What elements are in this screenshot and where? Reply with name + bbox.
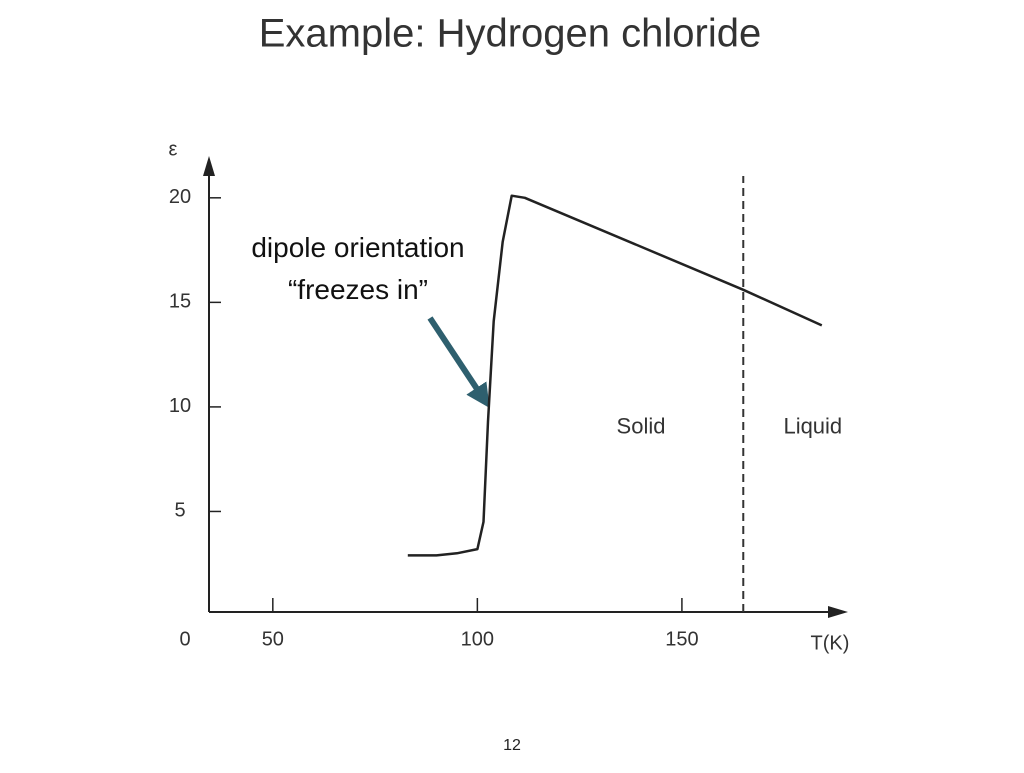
- y-tick-label: 15: [169, 291, 191, 313]
- y-tick-label: 10: [169, 395, 191, 417]
- annotation: dipole orientation “freezes in”: [251, 232, 464, 305]
- y-axis-arrow: [203, 156, 215, 176]
- page-number: 12: [503, 737, 521, 754]
- x-tick-label: 150: [665, 628, 698, 650]
- region-label: Liquid: [783, 414, 842, 439]
- axes: T(K) ε 0 50 100 150 5 10 15 20 Solid Liquid: [169, 138, 850, 654]
- region-label: Solid: [617, 414, 666, 439]
- x-tick-label: 100: [461, 628, 494, 650]
- slide-title: Example: Hydrogen chloride: [259, 12, 761, 56]
- y-tick-label: 5: [174, 500, 185, 522]
- y-tick-label: 20: [169, 186, 191, 208]
- data-line: [407, 194, 823, 557]
- x-axis-arrow: [828, 606, 848, 618]
- y-axis-label: ε: [169, 138, 178, 160]
- origin-label: 0: [179, 628, 190, 650]
- x-axis-label: T(K): [811, 632, 850, 654]
- annotation-arrow: [427, 316, 490, 409]
- x-tick-label: 50: [262, 628, 284, 650]
